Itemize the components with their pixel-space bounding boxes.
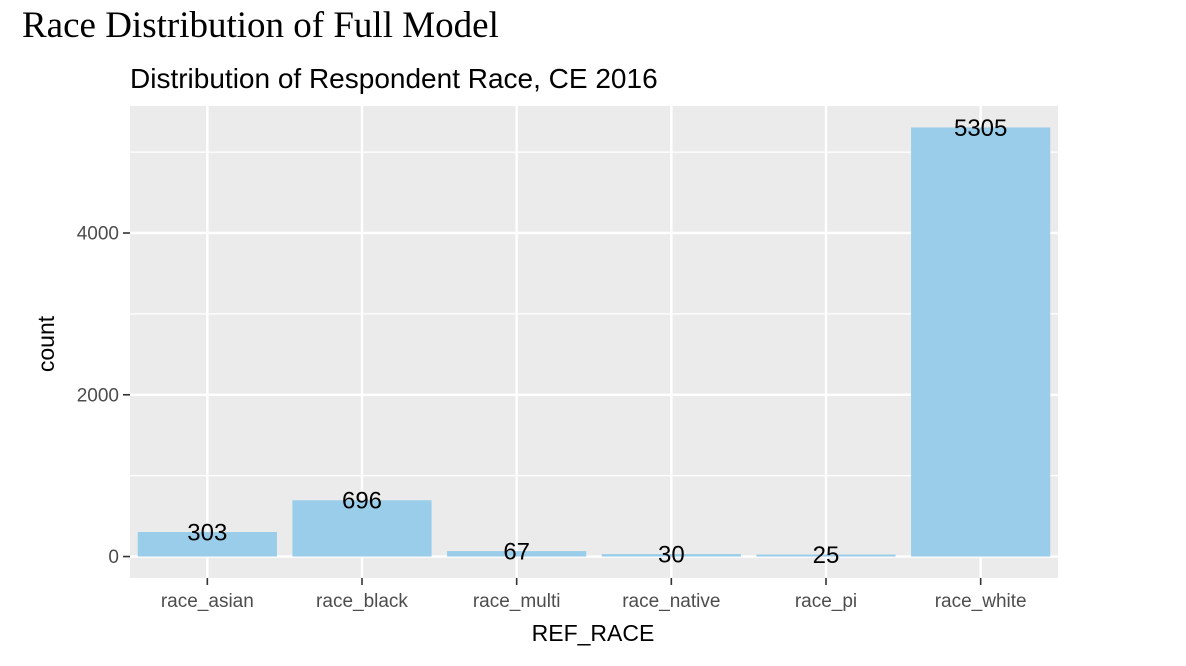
bar-race_multi	[447, 551, 587, 557]
x-tick-label: race_multi	[473, 591, 561, 612]
y-tick-label: 0	[108, 547, 119, 568]
data-label-race_pi: 25	[813, 542, 840, 569]
x-tick-label: race_white	[935, 591, 1027, 612]
y-tick-label: 4000	[77, 224, 119, 245]
data-label-race_multi: 67	[503, 539, 530, 566]
plot-panel	[130, 106, 1058, 578]
y-axis: 0 2000 4000	[77, 224, 130, 568]
bars	[137, 127, 1051, 557]
bar-race_black	[292, 500, 432, 557]
bar-race_asian	[137, 532, 277, 557]
x-tick-label: race_black	[316, 591, 408, 612]
bar-race_native	[601, 554, 741, 557]
x-axis-title: REF_RACE	[532, 620, 655, 646]
x-tick-label: race_asian	[161, 591, 254, 612]
y-tick-label: 2000	[77, 385, 119, 406]
minor-gridlines	[130, 151, 1058, 477]
bar-race_pi	[756, 554, 896, 557]
data-label-race_native: 30	[658, 542, 685, 569]
x-tick-label: race_native	[622, 591, 720, 612]
data-label-race_white: 5305	[954, 115, 1007, 142]
y-axis-title: count	[33, 315, 59, 372]
data-label-race_asian: 303	[187, 519, 227, 546]
data-labels: 303 696 67 30 25 5305	[187, 115, 1007, 569]
chart-title: Distribution of Respondent Race, CE 2016	[130, 63, 658, 94]
data-label-race_black: 696	[342, 488, 382, 515]
x-axis: race_asian race_black race_multi race_nativ…	[161, 578, 1027, 612]
x-tick-label: race_pi	[795, 591, 857, 612]
bar-race_white	[911, 127, 1051, 557]
page-heading: Race Distribution of Full Model	[22, 5, 499, 46]
